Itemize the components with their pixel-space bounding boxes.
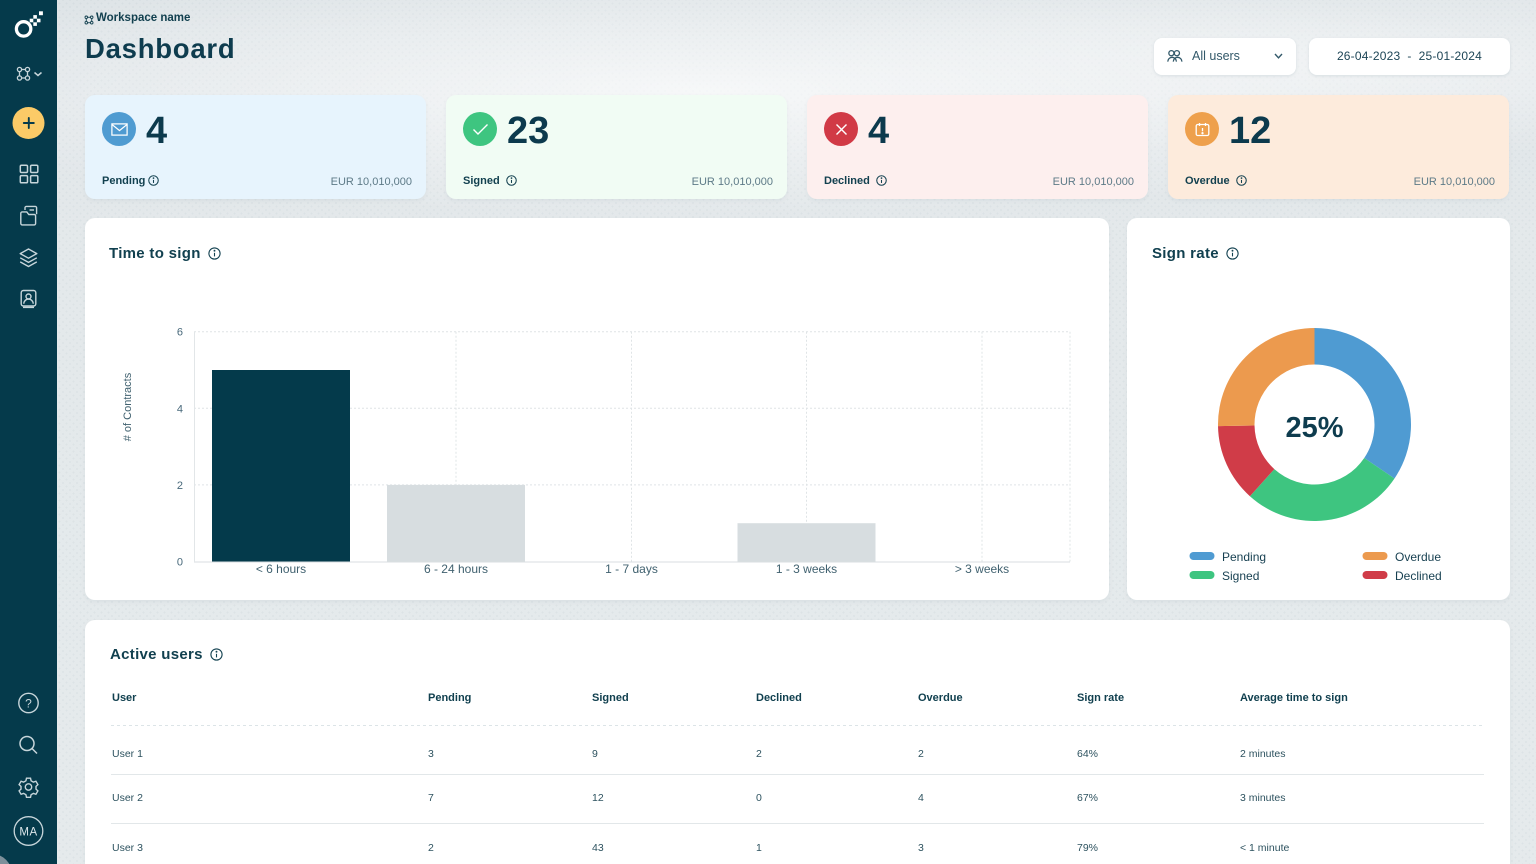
svg-text:0: 0 bbox=[177, 557, 183, 569]
svg-text:4: 4 bbox=[177, 403, 183, 415]
svg-text:Declined: Declined bbox=[1395, 569, 1442, 583]
svg-text:# of Contracts: # of Contracts bbox=[122, 372, 134, 441]
svg-text:25%: 25% bbox=[1285, 412, 1343, 444]
svg-text:Overdue: Overdue bbox=[1395, 550, 1441, 564]
svg-text:Signed: Signed bbox=[1222, 569, 1259, 583]
svg-text:< 6 hours: < 6 hours bbox=[256, 562, 306, 576]
svg-text:Pending: Pending bbox=[1222, 550, 1266, 564]
svg-text:1 - 7 days: 1 - 7 days bbox=[605, 562, 658, 576]
svg-text:> 3 weeks: > 3 weeks bbox=[955, 562, 1009, 576]
svg-text:6: 6 bbox=[177, 327, 183, 339]
svg-text:6 - 24 hours: 6 - 24 hours bbox=[424, 562, 488, 576]
svg-text:MA: MA bbox=[19, 827, 37, 839]
svg-text:2: 2 bbox=[177, 480, 183, 492]
svg-text:?: ? bbox=[25, 697, 32, 711]
svg-text:1 - 3 weeks: 1 - 3 weeks bbox=[776, 562, 837, 576]
